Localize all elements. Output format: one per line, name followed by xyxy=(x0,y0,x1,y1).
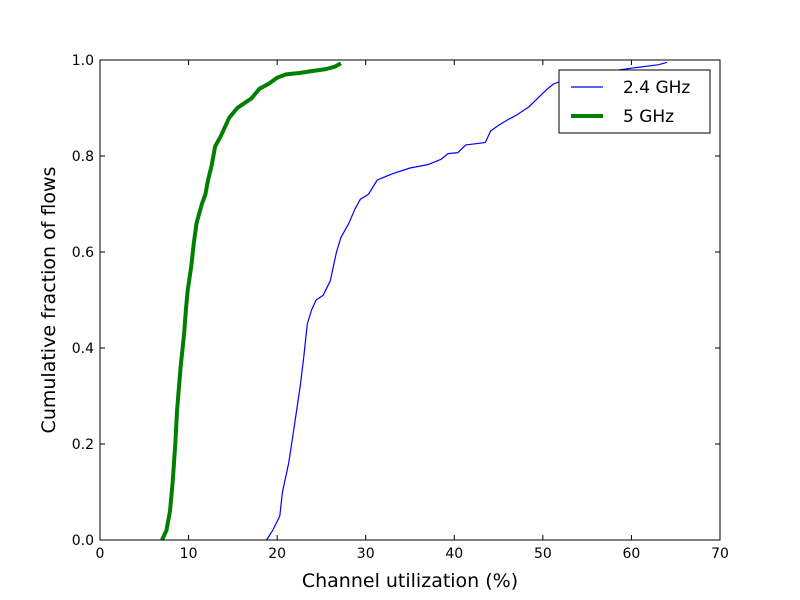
y-tick-label: 0.0 xyxy=(72,533,94,549)
y-tick-label: 1.0 xyxy=(72,53,94,69)
x-tick-label: 60 xyxy=(623,546,641,562)
x-tick-label: 50 xyxy=(534,546,552,562)
series-line-1 xyxy=(266,61,668,541)
legend-label-2: 5 GHz xyxy=(623,107,674,127)
axes: 0 10 20 30 40 50 60 70 0.0 0.2 0.4 0.6 0.8 1.0 xyxy=(72,53,729,562)
x-tick-label: 70 xyxy=(711,546,729,562)
series-line-2 xyxy=(160,61,342,541)
y-tick-label: 0.8 xyxy=(72,149,94,165)
legend-label-1: 2.4 GHz xyxy=(623,78,690,98)
legend-box xyxy=(558,69,711,134)
y-tick-label: 0.4 xyxy=(72,341,94,357)
x-tick-label: 0 xyxy=(96,546,105,562)
y-tick-label: 0.6 xyxy=(72,245,94,261)
legend: 2.4 GHz 5 GHz xyxy=(558,69,711,134)
x-tick-label: 20 xyxy=(268,546,286,562)
y-axis-label: Cumulative fraction of flows xyxy=(38,167,60,434)
x-tick-label: 40 xyxy=(445,546,463,562)
x-tick-label: 10 xyxy=(180,546,198,562)
x-tick-label: 30 xyxy=(357,546,375,562)
x-axis-label: Channel utilization (%) xyxy=(302,570,518,592)
axes-frame xyxy=(99,59,721,541)
plot-area xyxy=(160,61,668,541)
y-tick-label: 0.2 xyxy=(72,437,94,453)
